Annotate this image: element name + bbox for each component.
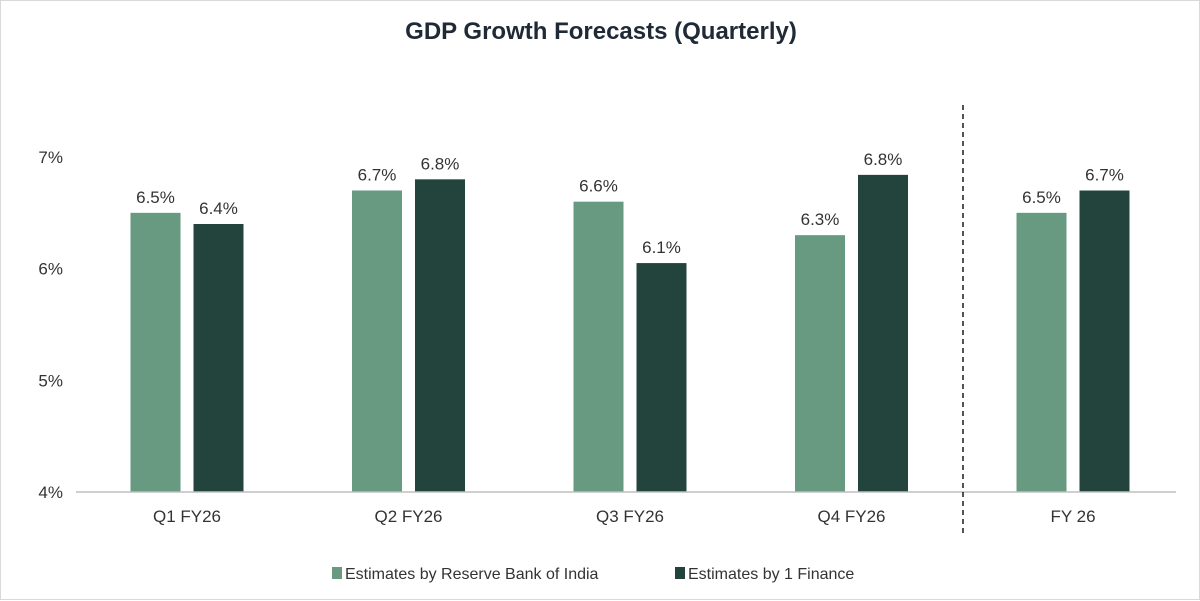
x-tick-label: Q3 FY26 xyxy=(596,507,664,526)
data-label: 6.8% xyxy=(421,154,460,173)
bar-1finance xyxy=(858,174,908,492)
bar-rbi xyxy=(795,235,845,492)
y-tick-label: 4% xyxy=(38,483,63,502)
data-label: 6.1% xyxy=(642,238,681,257)
bars-group xyxy=(130,174,1130,493)
bar-rbi xyxy=(352,190,402,492)
x-tick-label: FY 26 xyxy=(1050,507,1095,526)
legend-swatch-rbi xyxy=(332,567,342,579)
legend: Estimates by Reserve Bank of India Estim… xyxy=(332,566,854,583)
legend-label-rbi: Estimates by Reserve Bank of India xyxy=(345,566,599,583)
data-label: 6.5% xyxy=(136,188,175,207)
y-tick-label: 7% xyxy=(38,148,63,167)
bar-labels-group: 6.5% 6.4% 6.7% 6.8% 6.6% 6.1% 6.3% 6.8% 6.5% 6.7% xyxy=(136,150,1124,257)
legend-label-1finance: Estimates by 1 Finance xyxy=(688,566,854,583)
y-tick-label: 5% xyxy=(38,371,63,390)
x-axis-category-labels: Q1 FY26 Q2 FY26 Q3 FY26 Q4 FY26 FY 26 xyxy=(153,507,1096,526)
chart-title: GDP Growth Forecasts (Quarterly) xyxy=(405,18,797,45)
legend-item-rbi: Estimates by Reserve Bank of India xyxy=(332,566,599,583)
data-label: 6.6% xyxy=(579,177,618,196)
y-tick-label: 6% xyxy=(38,260,63,279)
bar-1finance xyxy=(415,179,465,493)
x-tick-label: Q2 FY26 xyxy=(374,507,442,526)
y-axis-ticks: 4% 5% 6% 7% xyxy=(38,148,63,502)
bar-1finance xyxy=(636,263,687,492)
bar-1finance xyxy=(1079,190,1130,492)
x-tick-label: Q1 FY26 xyxy=(153,507,221,526)
data-label: 6.3% xyxy=(801,210,840,229)
x-tick-label: Q4 FY26 xyxy=(817,507,885,526)
data-label: 6.4% xyxy=(199,199,238,218)
bar-rbi xyxy=(573,201,624,492)
data-label: 6.5% xyxy=(1022,188,1061,207)
bar-rbi xyxy=(1016,212,1067,493)
legend-item-1finance: Estimates by 1 Finance xyxy=(675,566,854,583)
data-label: 6.7% xyxy=(358,166,397,185)
legend-swatch-1finance xyxy=(675,567,685,579)
bar-1finance xyxy=(193,224,244,492)
data-label: 6.8% xyxy=(864,150,903,169)
data-label: 6.7% xyxy=(1085,166,1124,185)
bar-rbi xyxy=(130,212,181,493)
